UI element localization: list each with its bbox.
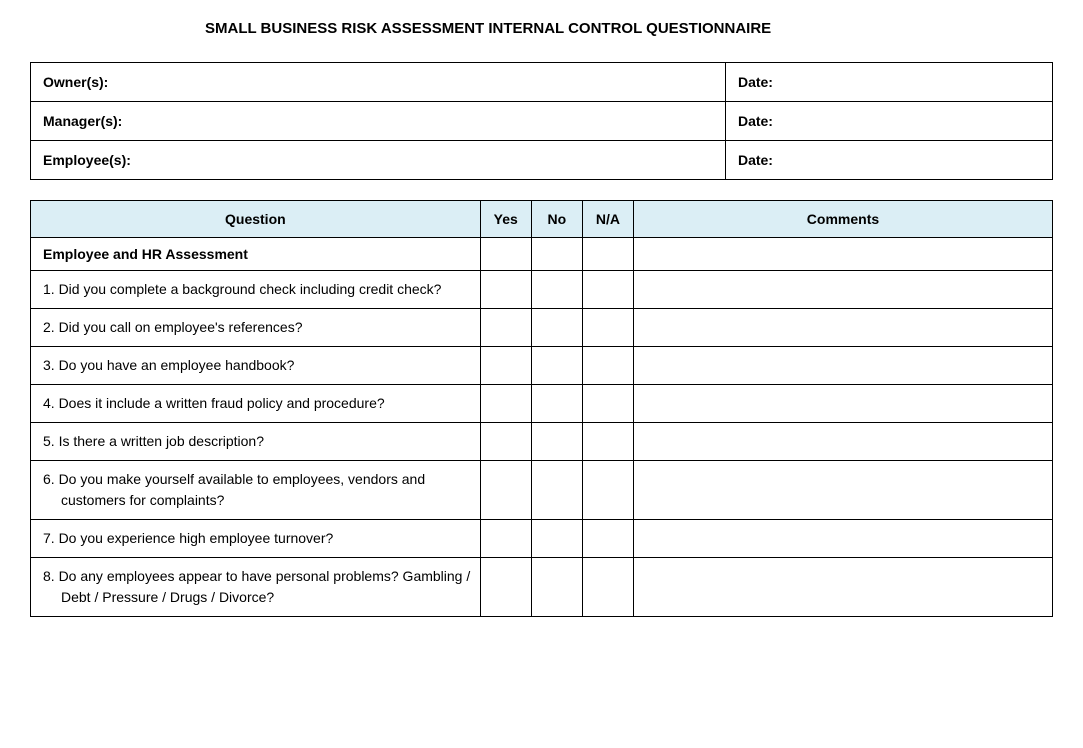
question-row: 8. Do any employees appear to have perso…	[31, 558, 1053, 617]
questionnaire-table: Question Yes No N/A Comments Employee an…	[30, 200, 1053, 617]
question-text: 8. Do any employees appear to have perso…	[31, 558, 481, 617]
header-comments: Comments	[633, 201, 1052, 238]
question-text: 4. Does it include a written fraud polic…	[31, 385, 481, 423]
yes-cell[interactable]	[480, 347, 531, 385]
header-no: No	[531, 201, 582, 238]
comments-cell[interactable]	[633, 461, 1052, 520]
comments-cell[interactable]	[633, 558, 1052, 617]
comments-cell[interactable]	[633, 271, 1052, 309]
comments-cell[interactable]	[633, 309, 1052, 347]
no-cell[interactable]	[531, 461, 582, 520]
employees-date-label: Date:	[725, 141, 1052, 180]
managers-label: Manager(s):	[31, 102, 726, 141]
question-row: 5. Is there a written job description?	[31, 423, 1053, 461]
no-cell[interactable]	[531, 271, 582, 309]
question-text: 6. Do you make yourself available to emp…	[31, 461, 481, 520]
header-na: N/A	[582, 201, 633, 238]
question-row: 4. Does it include a written fraud polic…	[31, 385, 1053, 423]
question-row: 6. Do you make yourself available to emp…	[31, 461, 1053, 520]
na-cell[interactable]	[582, 347, 633, 385]
info-row-managers: Manager(s): Date:	[31, 102, 1053, 141]
no-cell[interactable]	[531, 385, 582, 423]
section-na-cell	[582, 238, 633, 271]
owners-label: Owner(s):	[31, 63, 726, 102]
section-no-cell	[531, 238, 582, 271]
na-cell[interactable]	[582, 309, 633, 347]
yes-cell[interactable]	[480, 461, 531, 520]
section-title: Employee and HR Assessment	[31, 238, 481, 271]
info-table: Owner(s): Date: Manager(s): Date: Employ…	[30, 62, 1053, 180]
header-question: Question	[31, 201, 481, 238]
no-cell[interactable]	[531, 309, 582, 347]
info-row-employees: Employee(s): Date:	[31, 141, 1053, 180]
na-cell[interactable]	[582, 558, 633, 617]
yes-cell[interactable]	[480, 520, 531, 558]
yes-cell[interactable]	[480, 271, 531, 309]
no-cell[interactable]	[531, 423, 582, 461]
question-row: 2. Did you call on employee's references…	[31, 309, 1053, 347]
no-cell[interactable]	[531, 520, 582, 558]
comments-cell[interactable]	[633, 347, 1052, 385]
header-yes: Yes	[480, 201, 531, 238]
yes-cell[interactable]	[480, 385, 531, 423]
na-cell[interactable]	[582, 423, 633, 461]
yes-cell[interactable]	[480, 558, 531, 617]
employees-label: Employee(s):	[31, 141, 726, 180]
comments-cell[interactable]	[633, 520, 1052, 558]
owners-date-label: Date:	[725, 63, 1052, 102]
question-row: 3. Do you have an employee handbook?	[31, 347, 1053, 385]
question-text: 2. Did you call on employee's references…	[31, 309, 481, 347]
page-title: SMALL BUSINESS RISK ASSESSMENT INTERNAL …	[205, 20, 1053, 37]
section-yes-cell	[480, 238, 531, 271]
yes-cell[interactable]	[480, 423, 531, 461]
na-cell[interactable]	[582, 520, 633, 558]
na-cell[interactable]	[582, 385, 633, 423]
section-comments-cell	[633, 238, 1052, 271]
section-header-row: Employee and HR Assessment	[31, 238, 1053, 271]
no-cell[interactable]	[531, 347, 582, 385]
comments-cell[interactable]	[633, 423, 1052, 461]
question-text: 5. Is there a written job description?	[31, 423, 481, 461]
info-row-owners: Owner(s): Date:	[31, 63, 1053, 102]
question-text: 3. Do you have an employee handbook?	[31, 347, 481, 385]
na-cell[interactable]	[582, 461, 633, 520]
question-row: 1. Did you complete a background check i…	[31, 271, 1053, 309]
managers-date-label: Date:	[725, 102, 1052, 141]
question-text: 1. Did you complete a background check i…	[31, 271, 481, 309]
na-cell[interactable]	[582, 271, 633, 309]
comments-cell[interactable]	[633, 385, 1052, 423]
yes-cell[interactable]	[480, 309, 531, 347]
no-cell[interactable]	[531, 558, 582, 617]
question-row: 7. Do you experience high employee turno…	[31, 520, 1053, 558]
question-text: 7. Do you experience high employee turno…	[31, 520, 481, 558]
table-header-row: Question Yes No N/A Comments	[31, 201, 1053, 238]
